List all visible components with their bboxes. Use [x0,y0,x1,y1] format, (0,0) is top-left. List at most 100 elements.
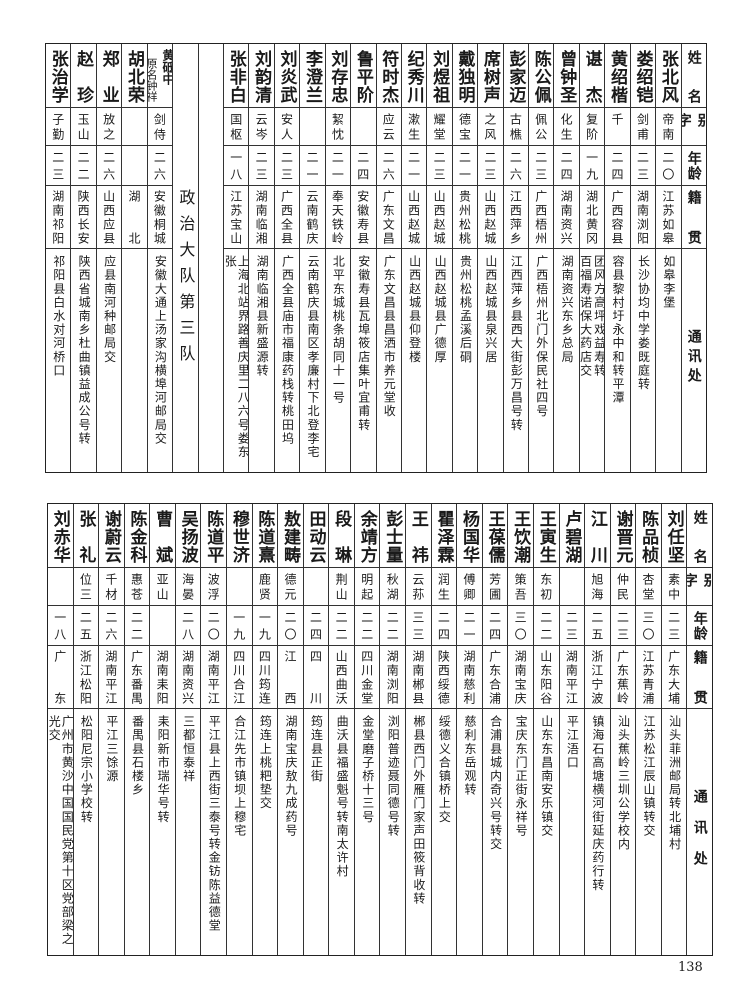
native-place: 广西容县 [610,190,625,244]
address: 平江三馀源 [105,709,119,955]
alias-cell: 漱生 [401,108,427,146]
address: 汕头菲洲邮局转北埔村 [668,709,682,955]
address: 金堂磨子桥十三号 [361,709,375,955]
native-place: 陕西长安 [76,190,91,244]
address: 绥德义合镇桥上交 [437,709,451,955]
person-name: 张北风 [657,50,678,103]
native-place-cell: 奉天铁岭 [325,186,351,249]
address-cell: 筠连县正街 [304,709,329,955]
native-place: 四川合江 [231,650,246,704]
alias: 亚山 [155,573,170,600]
name-cell: 王饮潮 [508,504,533,568]
address-line: 平江浯口 [565,715,580,770]
address-line: 耒阳新市瑞华号转 [156,715,171,824]
native-place-cell: 广东合浦 [482,646,508,709]
age: 二三 [254,151,269,180]
native-place-cell: 湖南平江 [99,646,124,709]
native-place-cell: 广东番禺 [124,646,150,709]
address: 宝庆东门正街永祥号 [514,709,528,955]
age-cell: 一九 [252,606,278,646]
address-cell: 合浦县城内奇兴号转交 [483,709,508,955]
address: 广西全县庙市福康药栈转桃田坞 [281,249,295,472]
address-line: 江西萍乡县西大街彭万昌号转 [509,255,524,432]
native-place: 湖南资兴 [180,650,195,704]
address-cell: 汕头菲洲邮局转北埔村 [662,709,687,955]
alias: 秋湖 [385,573,400,600]
table-row: 陈道平 波浮 二〇 湖南平江 平江县上西街三泰号转金钫陈益德堂 [200,504,227,955]
native-place: 湖南祁阳 [50,190,65,244]
name-cell: 张非白 [223,44,249,108]
native-place: 湖南平江 [564,650,579,704]
person-name: 敖建畴 [279,510,300,563]
table-row: 戴独明 德宝 二一 贵州松桃 贵州松桃孟溪后硐 [451,44,478,472]
alias: 国枢 [228,113,243,140]
native-place: 湖北 [127,190,141,244]
roster-table-bottom: 姓名 别字 年龄 籍贯 通讯处 刘任坚 素中 二三 广东大埔 汕头菲洲邮局转北埔村 陈品桢 杏堂 三〇江… [47,503,713,956]
age: 二六 [508,151,523,180]
address-line: 郴县西门外雁门家声田筱背收转 [411,715,426,906]
age: 二四 [610,151,625,180]
native-place-cell: 山东阳谷 [533,646,559,709]
table-row: 田动云 二四 四川 筠连县正街 [302,504,329,955]
native-place-cell: 湖南祁阳 [46,186,71,249]
native-place: 广西梧州 [533,190,548,244]
age-cell: 二一 [325,146,351,186]
alias: 佩公 [533,113,548,140]
age-cell [122,146,147,186]
table-row: 黄绍楷千二四 广西容县 容县黎村圩永中和转平潭 [604,44,630,472]
person-name: 李澄兰 [301,50,322,103]
table-row: 陈品桢 杏堂 三〇 江苏青浦 江苏松江辰山镇转交 [635,504,661,955]
header-cell-age: 年龄 [687,606,712,646]
alias-cell [303,568,329,606]
address: 广东文昌县昌洒市养元堂收 [382,249,396,472]
alias-cell: 放之 [96,108,122,146]
table-row: 陈金科 惠苍 二二 广东番禺 番禺县石楼乡 [123,504,150,955]
name-cell: 曾钟圣 [554,44,579,108]
name-cell: 穆世济 [227,504,252,568]
alias: 安人 [279,113,294,140]
name-cell: 刘存忠 [325,44,351,108]
table-row: 穆世济 一九 四川合江 合江先市镇坝上穆宅 [226,504,252,955]
address-line: 应县南河种邮局交 [102,255,117,364]
alias: 絜忱 [330,113,345,140]
table-row: 纪秀川 漱生 二一 山西赵城 山西赵城县仰登楼 [400,44,427,472]
age: 二四 [436,611,451,640]
age: 二三 [564,611,579,640]
alias: 剑甫 [635,113,650,140]
age: 二〇 [282,611,297,640]
person-name: 陈道熹 [254,510,275,563]
person-name: 符时杰 [378,50,399,103]
native-place-cell: 陕西绥德 [431,646,457,709]
header-cell-name: 姓名 [681,44,706,108]
age: 二二 [129,611,144,640]
age-cell: 二一 [457,606,482,646]
address-line: 镇海石高塘横河街延庆药行转 [590,715,605,892]
age-cell: 二三 [610,606,636,646]
table-row: 曾钟圣 化生 二四 湖南资兴 湖南资兴东乡总局 [553,44,579,472]
age: 二二 [334,611,349,640]
native-place: 贵州松桃 [457,190,472,244]
native-place: 江西 [282,650,297,704]
address-cell: 浏阳普迹聂同德号转 [380,709,405,955]
person-name: 谌杰 [581,50,602,103]
age-cell: 二六 [147,146,173,186]
alias: 旭海 [589,573,604,600]
native-place-cell: 湖南慈利 [457,646,482,709]
age-cell: 二四 [431,606,457,646]
address-cell: 曲沃县福盛魁号转南太许村 [329,709,354,955]
age: 二二 [359,611,374,640]
address-line: 平江县上西街三泰号转金钫陈益德堂 [207,715,222,933]
age: 二三 [533,151,548,180]
person-name: 娄绍铠 [632,50,653,103]
age: 一八 [52,611,67,640]
native-place-cell: 广西容县 [605,186,630,249]
table-row: 王寅生 东初 二二 山东阳谷 山东东昌南安乐镇交 [532,504,559,955]
person-name: 胡北荣 [124,50,145,103]
alias-cell: 云荪 [406,568,431,606]
native-place-cell: 山西赵城 [401,186,427,249]
address: 广州市黄沙中国国民党第十区党部梁之光交 [48,709,73,955]
table-row: 黄砥中 原名钟祥 剑侍 二六 安徽桐城 安徽大通上汤家沟横埠河邮局交 [146,44,173,472]
table-row: 席树声 之风 二三 山西赵城 山西赵城县泉兴居 [477,44,503,472]
table-row: 彭家迈 古樵 二六 江西萍乡 江西萍乡县西大街彭万昌号转 [502,44,529,472]
alias-cell: 絜忱 [325,108,351,146]
